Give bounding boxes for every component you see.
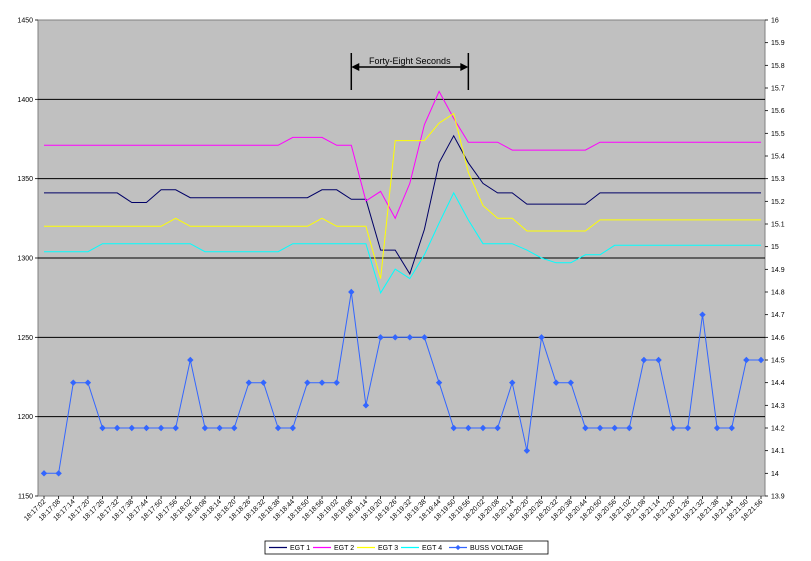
right-tick-label: 15.1 [771,222,785,229]
right-tick-label: 14.5 [771,358,785,365]
series-point-buss-voltage [348,288,355,296]
legend-label-egt-2: EGT 2 [334,545,354,552]
annotation: Forty-Eight Seconds [350,53,470,90]
right-tick-label: 15.2 [771,199,785,206]
series-point-buss-voltage [377,334,384,341]
legend-label-egt-4: EGT 4 [422,545,442,552]
series-point-buss-voltage [582,424,589,432]
right-tick-label: 14.1 [771,448,785,455]
right-tick-label: 15.3 [771,176,785,183]
series-point-buss-voltage [655,356,662,364]
left-tick-label: 1200 [17,414,33,421]
left-tick-label: 1250 [17,335,33,342]
left-tick-label: 1300 [17,256,33,263]
series-point-buss-voltage [465,424,472,432]
series-point-buss-voltage [70,379,77,386]
right-tick-label: 15 [771,244,779,251]
series-point-buss-voltage [201,424,209,432]
right-tick-label: 14.6 [771,335,785,342]
right-tick-label: 14.3 [771,403,785,410]
series-point-buss-voltage [362,402,370,409]
series-point-buss-voltage [318,379,326,386]
series-point-buss-voltage [421,334,428,341]
series-point-buss-voltage [757,356,765,364]
right-tick-label: 14.9 [771,267,785,274]
right-tick-label: 16 [771,18,779,25]
series-point-buss-voltage [333,379,340,386]
series-point-buss-voltage [626,424,633,432]
series-point-buss-voltage [450,424,457,432]
series-point-buss-voltage [713,424,721,432]
right-tick-label: 14.7 [771,312,785,319]
series-point-buss-voltage [406,334,414,341]
series-point-buss-voltage [172,424,179,432]
series-point-buss-voltage [611,424,618,432]
legend: EGT 1 EGT 2 EGT 3 EGT 4 BUSS VOLTAGE [264,540,549,555]
right-tick-label: 14.8 [771,290,785,297]
left-axis-ticks: 1150 1200 1250 1300 1350 1400 1450 [17,18,38,501]
series-point-buss-voltage [552,379,560,386]
series-point-buss-voltage [596,424,604,432]
right-tick-label: 15.4 [771,154,785,161]
series-point-buss-voltage [84,379,92,386]
right-tick-label: 14 [771,471,779,478]
right-tick-label: 14.4 [771,380,785,387]
legend-label-egt-3: EGT 3 [378,545,398,552]
series-point-buss-voltage [40,470,48,477]
legend-marker-buss-voltage [455,544,461,551]
series-point-buss-voltage [494,424,501,432]
series-line-egt-3 [44,112,761,279]
left-tick-label: 1350 [17,176,33,183]
legend-label-egt-1: EGT 1 [290,545,310,552]
right-tick-label: 15.5 [771,131,785,138]
series-point-buss-voltage [567,379,574,386]
annotation-arrowhead-right [460,63,469,71]
series-point-buss-voltage [260,379,267,386]
series-point-buss-voltage [231,424,238,432]
series-point-buss-voltage [113,424,121,432]
series-point-buss-voltage [157,424,165,432]
series-point-buss-voltage [684,424,692,432]
right-tick-label: 15.6 [771,108,785,115]
series-line-egt-2 [44,90,761,220]
right-tick-label: 15.9 [771,40,785,47]
series-point-buss-voltage [304,379,311,386]
series-point-buss-voltage [670,424,677,432]
series-point-buss-voltage [274,424,282,432]
series-layer [40,90,765,477]
right-tick-label: 13.9 [771,494,785,501]
series-point-buss-voltage [55,470,62,477]
right-axis-ticks: 13.9 14 14.1 14.2 14.3 14.4 14.5 14.6 14.7 14.8 14… [765,18,785,501]
series-point-buss-voltage [538,334,545,341]
series-point-buss-voltage [187,356,194,364]
series-point-buss-voltage [99,424,106,432]
series-line-egt-4 [44,191,761,295]
annotation-label: Forty-Eight Seconds [369,56,451,66]
annotation-arrowhead-left [351,63,360,71]
right-tick-label: 14.2 [771,426,785,433]
right-tick-label: 15.7 [771,86,785,93]
series-point-buss-voltage [143,424,150,432]
series-point-buss-voltage [509,379,516,386]
series-point-buss-voltage [391,334,399,341]
series-point-buss-voltage [289,424,296,432]
series-point-buss-voltage [640,356,648,364]
left-tick-label: 1450 [17,18,33,25]
series-point-buss-voltage [128,424,135,432]
series-point-buss-voltage [245,379,253,386]
legend-label-buss-voltage: BUSS VOLTAGE [470,545,523,552]
series-point-buss-voltage [728,424,735,432]
series-point-buss-voltage [479,424,487,432]
series-point-buss-voltage [523,447,531,454]
series-line-egt-1 [44,134,761,276]
x-axis-ticks: 18:17:0218:17:0818:17:1418:17:2018:17:26… [23,496,764,523]
right-tick-label: 15.8 [771,63,785,70]
left-tick-label: 1400 [17,97,33,104]
series-point-buss-voltage [699,311,706,318]
left-tick-label: 1150 [18,494,33,501]
series-point-buss-voltage [435,379,443,386]
series-point-buss-voltage [743,356,750,364]
series-point-buss-voltage [216,424,223,432]
